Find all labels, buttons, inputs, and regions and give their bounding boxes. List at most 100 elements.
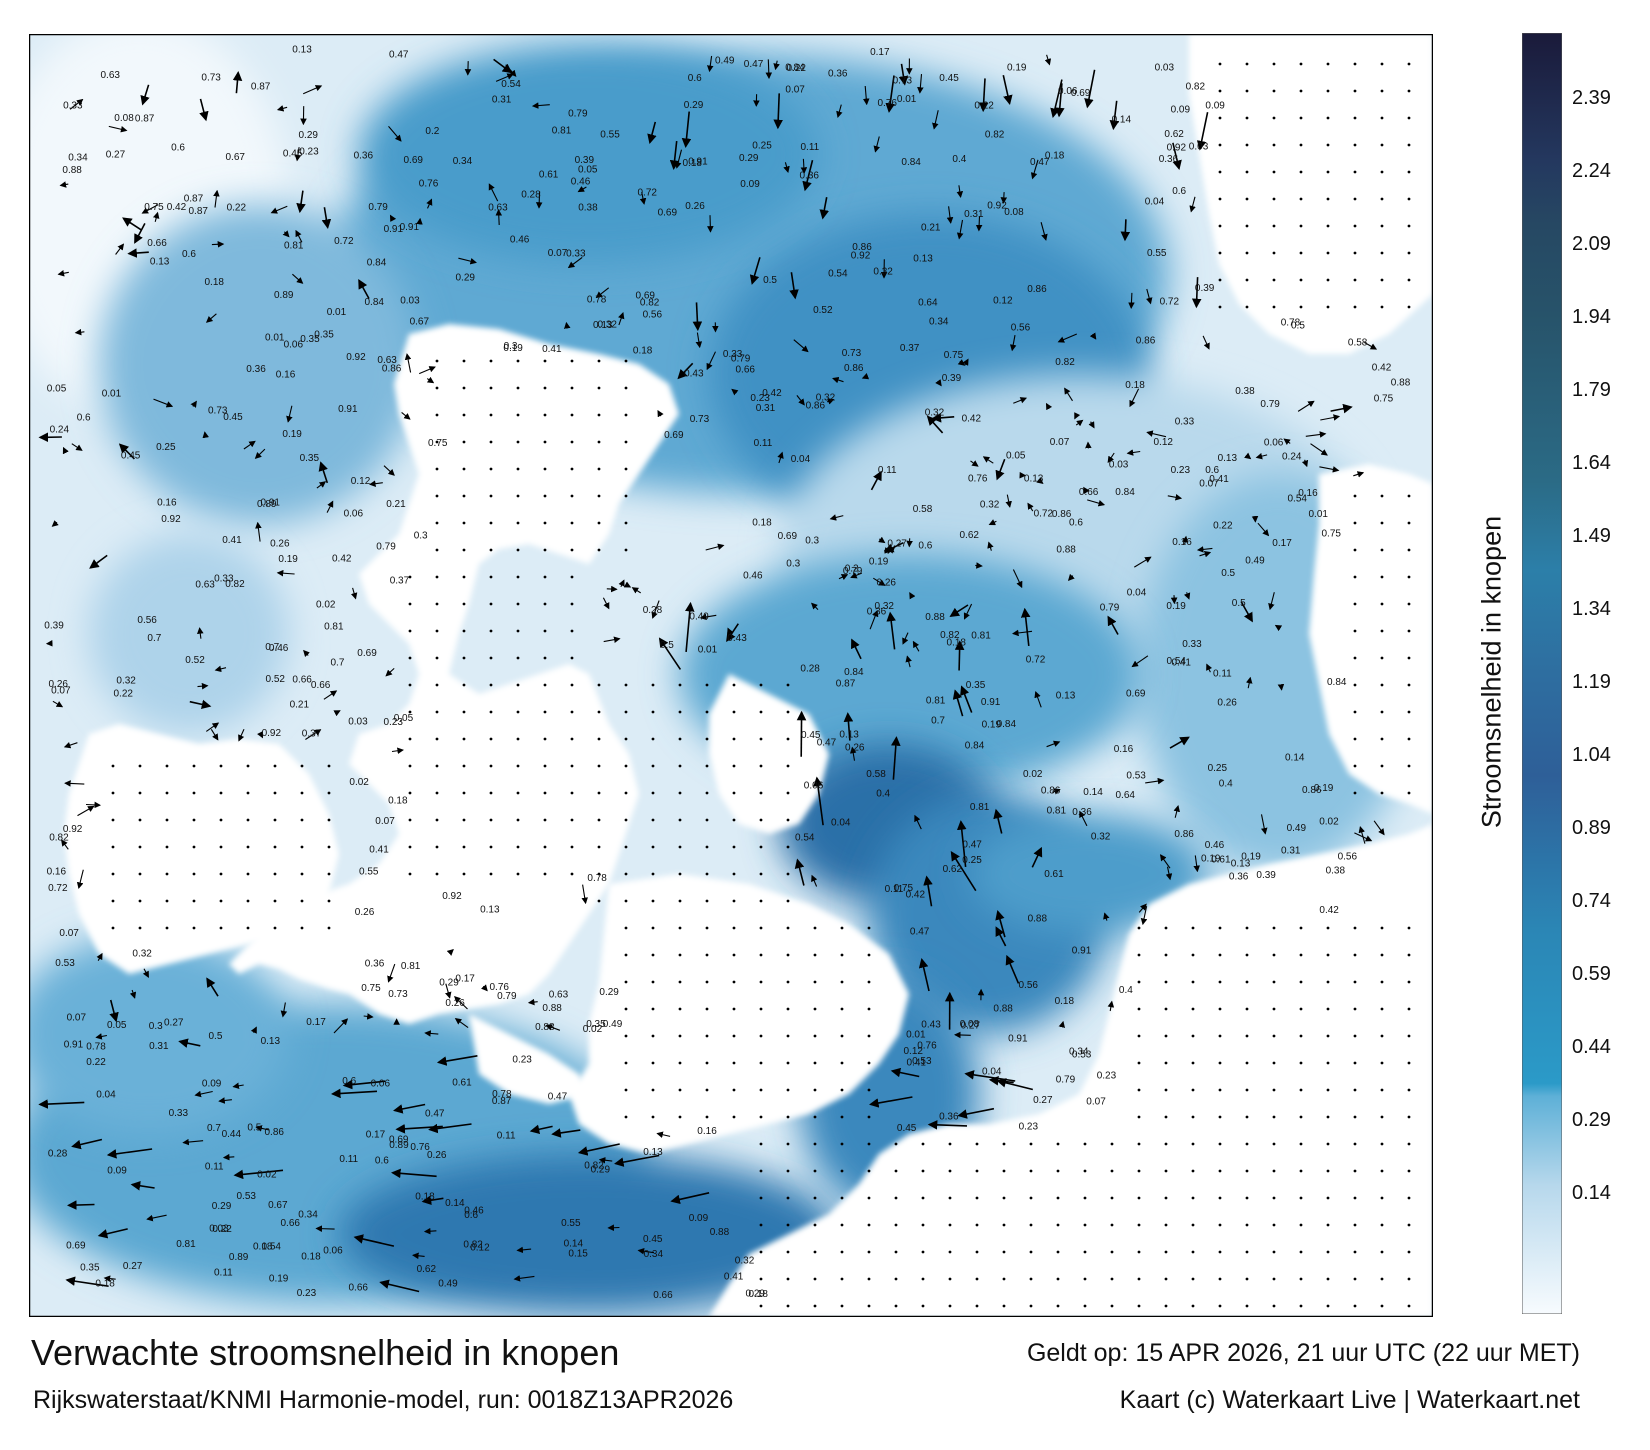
current-arrow bbox=[1002, 75, 1013, 105]
speed-label: 0.54 bbox=[501, 79, 521, 90]
zero-current-dot bbox=[759, 1088, 763, 1092]
current-arrow bbox=[326, 500, 334, 513]
zero-current-dot bbox=[1218, 1034, 1222, 1038]
current-arrow bbox=[190, 400, 197, 408]
current-arrow bbox=[631, 587, 641, 594]
zero-current-dot bbox=[1083, 1277, 1087, 1281]
zero-current-dot bbox=[165, 845, 169, 849]
zero-current-dot bbox=[165, 926, 169, 930]
colorbar-tick-label: 1.34 bbox=[1572, 598, 1611, 620]
zero-current-dot bbox=[516, 629, 520, 633]
speed-label: 0.67 bbox=[226, 152, 246, 163]
speed-label: 0.5 bbox=[763, 275, 777, 286]
zero-current-dot bbox=[813, 1277, 817, 1281]
speed-label: 0.39 bbox=[942, 373, 962, 384]
current-arrow bbox=[1330, 403, 1353, 414]
zero-current-dot bbox=[624, 1061, 628, 1065]
zero-current-dot bbox=[1272, 251, 1276, 255]
colorbar-tick-label: 0.74 bbox=[1572, 890, 1611, 912]
current-arrow bbox=[657, 409, 664, 418]
current-arrow bbox=[1020, 607, 1031, 646]
zero-current-dot bbox=[246, 926, 250, 930]
zero-current-dot bbox=[1353, 494, 1357, 498]
current-arrow bbox=[1012, 569, 1023, 589]
current-arrow bbox=[421, 1195, 444, 1205]
speed-label: 0.82 bbox=[225, 579, 245, 590]
speed-label: 0.81 bbox=[401, 961, 421, 972]
zero-current-dot bbox=[759, 1034, 763, 1038]
current-arrow bbox=[1013, 397, 1028, 404]
zero-current-dot bbox=[489, 440, 493, 444]
current-arrow bbox=[1193, 855, 1200, 873]
zero-current-dot bbox=[1110, 1250, 1114, 1254]
current-arrow bbox=[401, 411, 411, 420]
zero-current-dot bbox=[651, 953, 655, 957]
current-arrow bbox=[1191, 277, 1202, 309]
zero-current-dot bbox=[759, 899, 763, 903]
zero-current-dot bbox=[948, 1169, 952, 1173]
speed-label: 0.56 bbox=[1011, 322, 1031, 333]
zero-current-dot bbox=[1218, 278, 1222, 282]
zero-current-dot bbox=[570, 413, 574, 417]
zero-current-dot bbox=[408, 575, 412, 579]
zero-current-dot bbox=[651, 1115, 655, 1119]
speed-label: 0.26 bbox=[877, 578, 897, 589]
speed-label: 0.76 bbox=[410, 1142, 430, 1153]
zero-current-dot bbox=[894, 1142, 898, 1146]
south-east-england bbox=[569, 874, 909, 1154]
current-arrow bbox=[811, 874, 818, 887]
current-arrow bbox=[603, 636, 621, 643]
speed-label: 0.49 bbox=[689, 612, 709, 623]
current-arrow bbox=[302, 85, 323, 95]
zero-current-dot bbox=[1299, 89, 1303, 93]
zero-current-dot bbox=[570, 656, 574, 660]
speed-label: 0.19 bbox=[982, 719, 1002, 730]
speed-label: 0.22 bbox=[114, 688, 134, 699]
speed-label: 0.19 bbox=[503, 343, 523, 354]
zero-current-dot bbox=[651, 683, 655, 687]
zero-current-dot bbox=[1164, 1088, 1168, 1092]
speed-label: 0.18 bbox=[749, 1289, 769, 1300]
speed-label: 0.29 bbox=[684, 100, 704, 111]
speed-label: 0.54 bbox=[1167, 656, 1187, 667]
zero-current-dot bbox=[1056, 1250, 1060, 1254]
speed-label: 0.19 bbox=[1007, 62, 1027, 73]
zero-current-dot bbox=[624, 548, 628, 552]
current-arrow bbox=[891, 736, 901, 780]
zero-current-dot bbox=[624, 683, 628, 687]
speed-label: 0.13 bbox=[643, 1147, 663, 1158]
zero-current-dot bbox=[867, 980, 871, 984]
zero-current-dot bbox=[786, 764, 790, 768]
speed-label: 0.82 bbox=[1186, 82, 1206, 93]
speed-label: 0.19 bbox=[282, 429, 302, 440]
current-arrow bbox=[1305, 431, 1327, 438]
current-arrow bbox=[71, 1138, 103, 1150]
speed-label: 0.91 bbox=[384, 224, 404, 235]
current-arrow bbox=[127, 248, 149, 258]
zero-current-dot bbox=[759, 1142, 763, 1146]
current-arrow bbox=[869, 1096, 913, 1108]
zero-current-dot bbox=[759, 1115, 763, 1119]
speed-label: 0.87 bbox=[492, 1096, 512, 1107]
current-arrow bbox=[1107, 1000, 1115, 1012]
zero-current-dot bbox=[1272, 980, 1276, 984]
current-arrow bbox=[412, 1252, 425, 1260]
zero-current-dot bbox=[786, 710, 790, 714]
zero-current-dot bbox=[516, 602, 520, 606]
zero-current-dot bbox=[651, 1061, 655, 1065]
zero-current-dot bbox=[867, 1061, 871, 1065]
current-arrow bbox=[995, 458, 1006, 481]
current-arrow bbox=[1320, 414, 1341, 421]
current-arrow bbox=[205, 722, 220, 732]
speed-label: 0.45 bbox=[223, 412, 243, 423]
current-arrow bbox=[527, 998, 538, 1006]
current-arrow bbox=[1087, 499, 1106, 507]
zero-current-dot bbox=[651, 1007, 655, 1011]
zero-current-dot bbox=[1407, 1250, 1411, 1254]
speed-label: 0.66 bbox=[736, 365, 756, 376]
zero-current-dot bbox=[1272, 62, 1276, 66]
speed-label: 0.31 bbox=[756, 403, 776, 414]
current-arrow bbox=[1310, 443, 1328, 456]
current-arrow bbox=[1089, 332, 1097, 340]
zero-current-dot bbox=[1380, 764, 1384, 768]
